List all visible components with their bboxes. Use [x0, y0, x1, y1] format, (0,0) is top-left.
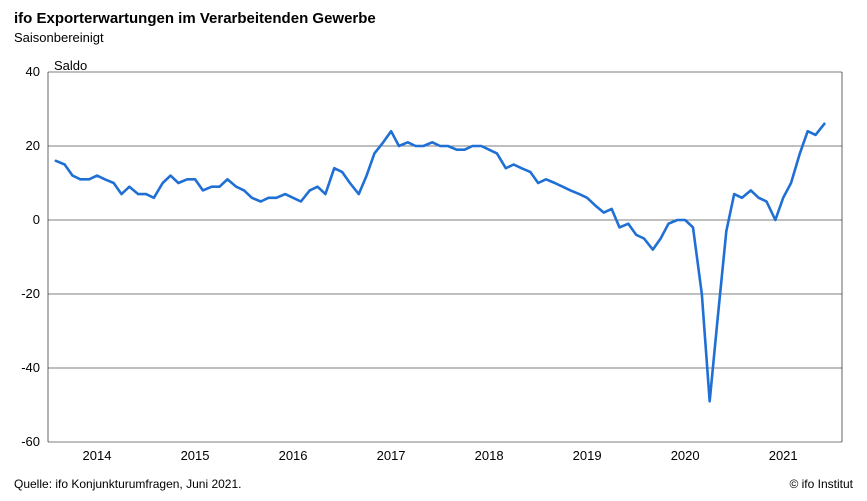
y-tick-label: 40 — [8, 64, 40, 79]
x-tick-label: 2020 — [671, 448, 700, 463]
line-chart — [0, 0, 867, 501]
x-tick-label: 2016 — [279, 448, 308, 463]
x-tick-label: 2021 — [769, 448, 798, 463]
x-tick-label: 2018 — [475, 448, 504, 463]
y-tick-label: -40 — [8, 360, 40, 375]
y-tick-label: 0 — [8, 212, 40, 227]
y-tick-label: -60 — [8, 434, 40, 449]
y-tick-label: 20 — [8, 138, 40, 153]
x-tick-label: 2017 — [377, 448, 406, 463]
y-tick-label: -20 — [8, 286, 40, 301]
x-tick-label: 2019 — [573, 448, 602, 463]
x-tick-label: 2015 — [181, 448, 210, 463]
x-tick-label: 2014 — [83, 448, 112, 463]
chart-container: ifo Exporterwartungen im Verarbeitenden … — [0, 0, 867, 501]
copyright: © ifo Institut — [789, 477, 853, 491]
source-footer: Quelle: ifo Konjunkturumfragen, Juni 202… — [14, 477, 241, 491]
